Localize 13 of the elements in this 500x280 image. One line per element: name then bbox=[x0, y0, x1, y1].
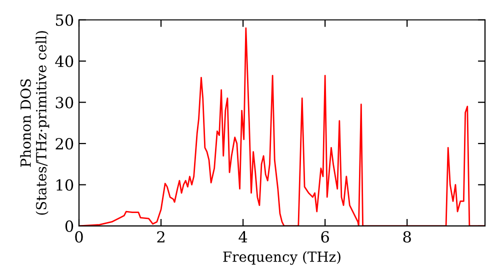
x-axis-title: Frequency (THz) bbox=[223, 251, 340, 265]
y-tick-label: 40 bbox=[55, 56, 74, 68]
y-axis-title: Phonon DOS (States/THz·primitive cell) bbox=[20, 31, 50, 215]
y-tick-label: 50 bbox=[56, 14, 74, 26]
x-tick-label: 2 bbox=[157, 231, 164, 242]
x-tick-label: 0 bbox=[75, 231, 83, 243]
y-tick-label: 20 bbox=[56, 138, 74, 150]
y-tick-label: 0 bbox=[65, 220, 74, 232]
x-tick-label: 8 bbox=[403, 231, 411, 243]
y-tick-label: 30 bbox=[56, 96, 74, 108]
x-tick-label: 6 bbox=[321, 231, 329, 243]
y-tick-label: 10 bbox=[56, 179, 74, 191]
x-tick-label: 4 bbox=[238, 231, 248, 242]
